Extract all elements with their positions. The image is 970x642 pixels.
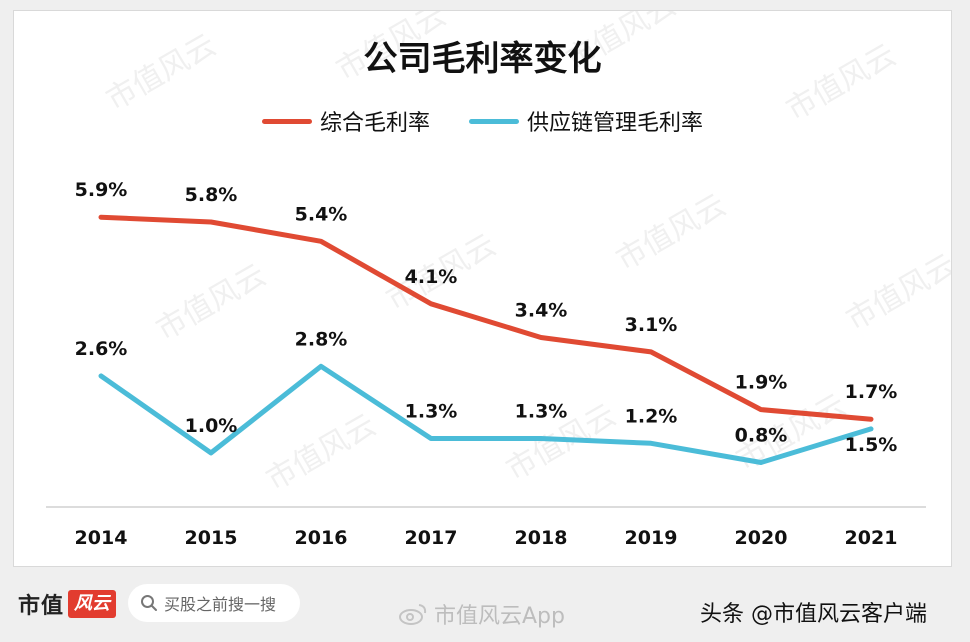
weibo-icon [399,604,427,625]
x-tick-label: 2018 [515,527,568,549]
data-label-series-2: 1.5% [845,434,898,456]
data-label-series-1: 5.9% [75,179,128,201]
x-tick-label: 2017 [405,527,458,549]
data-label-series-2: 0.8% [735,425,788,447]
x-tick-label: 2015 [185,527,238,549]
data-label-series-2: 1.0% [185,415,238,437]
x-tick-label: 2014 [75,527,128,549]
data-label-series-1: 1.9% [735,372,788,394]
search-box[interactable]: 买股之前搜一搜 [128,584,300,622]
data-label-series-1: 1.7% [845,381,898,403]
data-label-series-1: 5.4% [295,203,348,225]
data-label-series-2: 1.2% [625,405,678,427]
app-watermark: 市值风云App [398,598,565,630]
chart-panel: 市值风云 市值风云 市值风云 市值风云 市值风云 市值风云 市值风云 市值风云 市值风云 市值风云… [13,10,952,567]
data-label-series-2: 1.3% [405,400,458,422]
legend-label-series-1: 综合毛利率 [320,111,431,136]
search-icon [141,595,157,611]
x-tick-label: 2016 [295,527,348,549]
app-watermark-text: 市值风云App [434,604,565,629]
series-line-1 [98,214,874,422]
series-line-2 [98,363,874,465]
x-tick-label: 2021 [845,527,898,549]
data-label-series-1: 3.1% [625,314,678,336]
legend-item-series-2: 供应链管理毛利率 [469,107,704,136]
chart-title: 公司毛利率变化 [363,39,602,79]
brand-badge: 风云 [68,590,117,618]
data-label-series-2: 2.8% [295,328,348,350]
legend-item-series-1: 综合毛利率 [262,107,431,136]
brand-logo[interactable]: 市值 风云 [18,588,117,620]
search-placeholder: 买股之前搜一搜 [164,595,277,614]
data-label-series-1: 4.1% [405,266,458,288]
data-label-series-1: 3.4% [515,299,568,321]
toutiao-credit: 头条 @市值风云客户端 [700,602,927,627]
legend-swatch-series-1 [262,118,312,124]
legend-label-series-2: 供应链管理毛利率 [527,111,704,136]
data-label-series-1: 5.8% [185,184,238,206]
legend-swatch-series-2 [469,118,519,124]
x-tick-label: 2019 [625,527,678,549]
data-label-series-2: 2.6% [75,338,128,360]
x-tick-label: 2020 [735,527,788,549]
line-chart-plot: 2014 2015 2016 2017 2018 2019 2020 2021 5.9% 5.8%… [46,179,926,549]
data-label-series-2: 1.3% [515,400,568,422]
brand-text: 市值 [18,594,65,619]
footer-bar: 市值 风云 买股之前搜一搜 市值风云App 头条 @市值风云客户端 [0,578,970,642]
